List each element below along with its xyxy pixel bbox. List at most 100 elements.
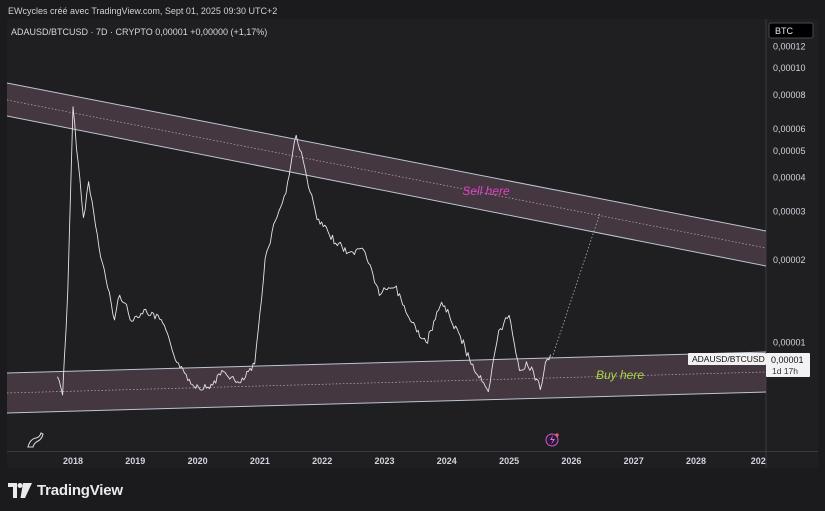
lightning-event-dot [555,433,559,437]
last-price-countdown: 1d 17h [772,366,798,376]
last-price-symbol: ADAUSD/BTCUSD [692,354,765,364]
price-point [98,247,100,249]
price-point [129,319,131,321]
sell-zone-lower-line [6,115,767,267]
price-point [238,383,240,385]
price-point [82,218,84,220]
sell-here-label: Sell here [462,184,510,198]
buy-zone-lower-line [6,391,767,414]
y-tick-label: 0,00004 [773,172,806,182]
price-point [440,301,442,303]
price-point [160,319,162,321]
time-scale: 2018 2019 2020 2021 2022 2023 2024 2025 2026 2027… [63,456,766,466]
currency-badge: BTC [768,22,814,39]
price-point [508,314,510,316]
price-point [285,192,287,194]
channel-layer [6,82,767,414]
price-point [113,319,115,321]
dino-icon [27,432,44,448]
y-tick-label: 0,00005 [773,146,806,156]
last-price-symbol-box [688,353,766,365]
price-point [124,301,126,303]
price-point [93,210,95,212]
buy-zone-band [7,352,766,413]
x-tick-label: 202 [751,456,766,466]
price-point [222,370,224,372]
x-tick-label: 2024 [437,456,457,466]
price-point [87,182,89,184]
price-point [103,271,105,273]
top-caption: EWcycles créé avec TradingView.com, Sept… [8,6,278,16]
sell-zone-band [7,83,766,266]
price-scale: 0,00012 0,00010 0,00008 0,00006 0,00005 0,000… [773,42,806,348]
price-point [72,106,74,108]
x-tick-label: 2020 [188,456,208,466]
price-point [191,383,193,385]
price-series-line [56,106,552,396]
price-point [56,375,58,377]
buy-here-label: Buy here [596,368,644,382]
x-tick-label: 2021 [250,456,270,466]
x-tick-label: 2025 [499,456,519,466]
price-point [119,293,121,295]
price-point [331,237,333,239]
y-tick-label: 0,00010 [773,63,806,73]
price-point [378,293,380,295]
price-point [77,162,79,164]
y-tick-label: 0,00006 [773,124,806,134]
sell-zone-upper-line [6,82,767,232]
x-tick-label: 2018 [63,456,83,466]
price-point [108,293,110,295]
price-point [264,258,266,260]
price-point [529,364,531,366]
x-tick-label: 2027 [624,456,644,466]
price-point [544,364,546,366]
price-point [295,131,297,133]
y-tick-label: 0,00002 [773,255,806,265]
price-point [347,252,349,254]
price-point [498,329,500,331]
price-point [207,387,209,389]
sell-zone-midline [6,99,767,249]
dino-icon-shape [27,432,44,448]
lightning-event-icon [545,433,559,447]
tradingview-logo-icon [8,483,32,498]
price-point [549,353,551,355]
x-tick-label: 2023 [374,456,394,466]
tradingview-logo[interactable]: TradingView [8,482,123,499]
y-tick-label: 0,00008 [773,90,806,100]
buy-zone-upper-line [6,351,767,374]
currency-badge-box [768,22,814,39]
last-price-value-box [766,353,810,377]
tradingview-brand: TradingView [37,482,123,499]
price-point [144,310,146,312]
y-tick-label: 0,00001 [773,338,806,348]
price-point [305,176,307,178]
price-point [176,360,178,362]
price-point [487,392,489,394]
price-point [61,392,63,394]
price-point [394,285,396,287]
price-point [316,218,318,220]
price-point [409,319,411,321]
x-tick-label: 2019 [125,456,145,466]
currency-badge-label: BTC [775,26,794,36]
price-point [67,293,69,295]
symbol-legend[interactable]: ADAUSD/BTCUSD · 7D · CRYPTO 0,00001 +0,0… [11,27,268,37]
price-point [363,247,365,249]
x-tick-label: 2028 [686,456,706,466]
buy-zone-midline [6,371,767,394]
y-tick-label: 0,00003 [773,207,806,217]
x-tick-label: 2022 [312,456,332,466]
price-point [472,364,474,366]
projection-line [551,212,601,359]
last-price-value: 0,00001 [771,355,804,365]
price-point [254,364,256,366]
price-point [518,367,520,369]
y-tick-label: 0,00012 [773,42,806,52]
x-tick-label: 2026 [561,456,581,466]
price-point [274,218,276,220]
